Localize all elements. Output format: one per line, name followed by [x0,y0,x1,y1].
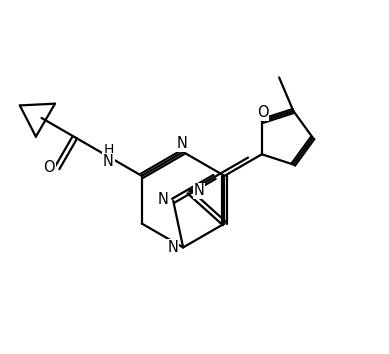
Text: O: O [257,105,268,120]
Text: O: O [43,160,55,176]
Text: H: H [103,143,114,157]
Text: N: N [158,192,169,207]
Text: N: N [103,154,114,169]
Text: N: N [177,136,187,151]
Text: N: N [194,183,205,198]
Text: N: N [168,240,179,255]
